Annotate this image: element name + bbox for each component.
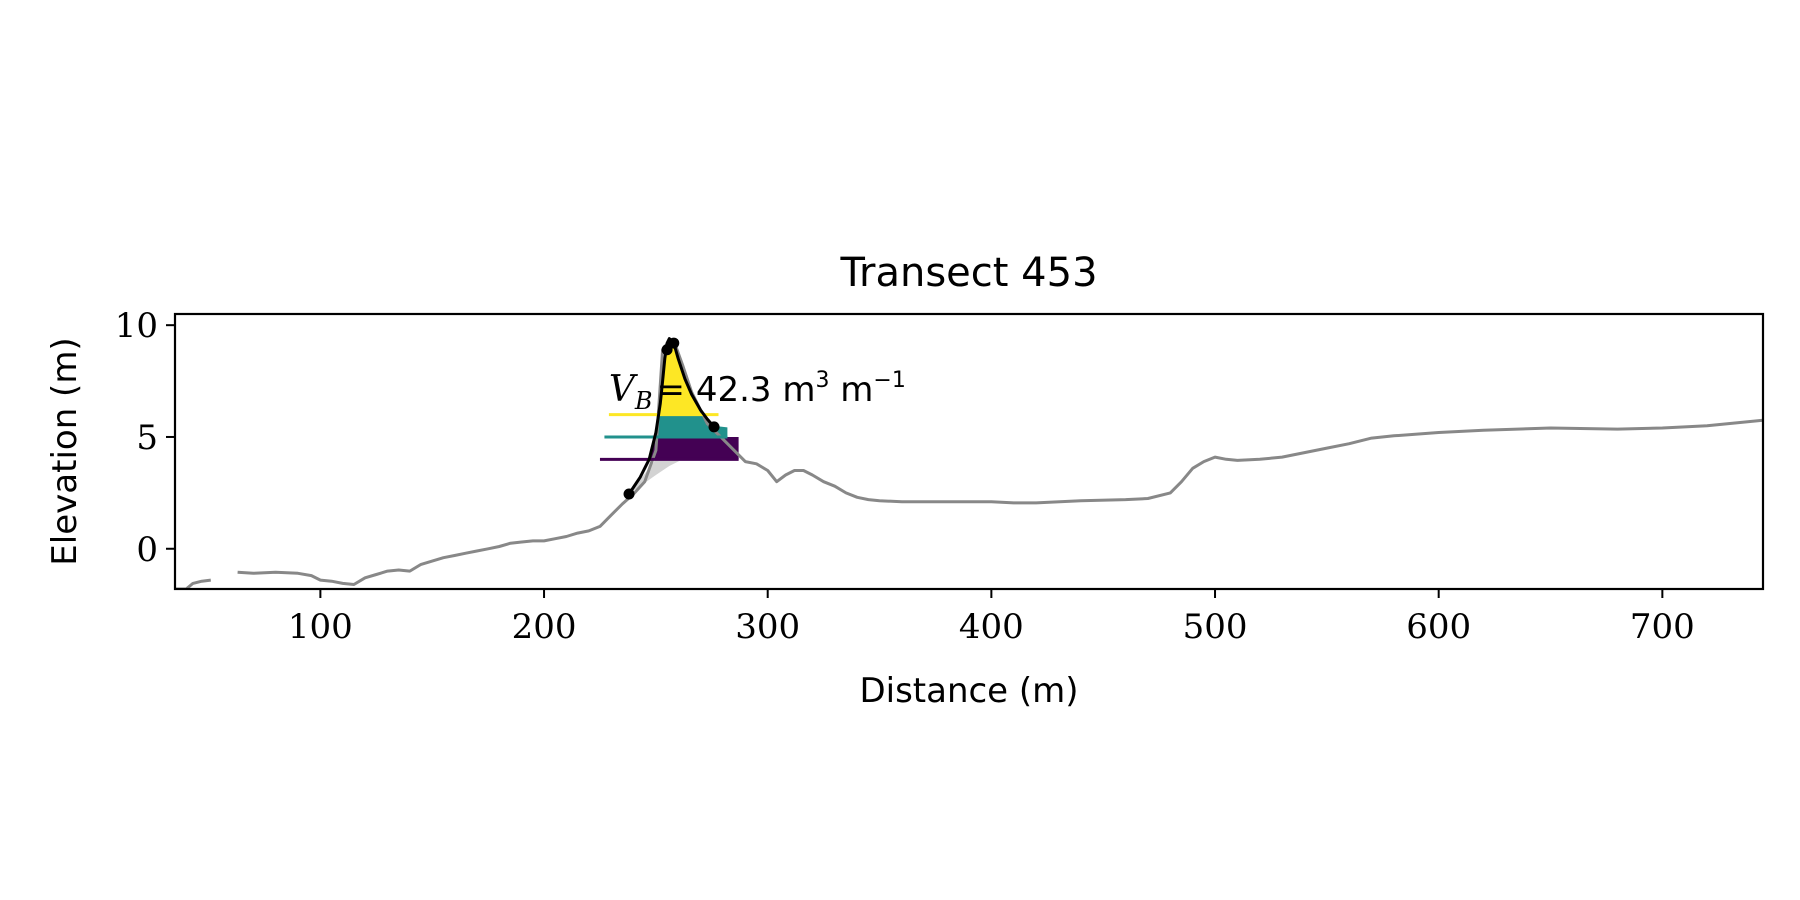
boundary-marker: [661, 344, 673, 356]
plot-content: [175, 337, 1763, 589]
volume-unit-exp-2: −1: [873, 368, 905, 393]
x-tick-label: 600: [1406, 607, 1471, 647]
volume-symbol: V: [609, 369, 639, 410]
boundary-marker: [623, 488, 635, 500]
lower-fill-region: [629, 459, 730, 494]
x-tick-label: 100: [288, 607, 353, 647]
x-tick-label: 200: [512, 607, 577, 647]
level-band-2: [654, 414, 728, 437]
level-band-1: [649, 437, 739, 460]
x-tick-label: 700: [1630, 607, 1695, 647]
volume-annotation: VB = 42.3 m3 m−1: [609, 368, 906, 415]
x-axis-label: Distance (m): [859, 671, 1078, 711]
chart-title: Transect 453: [839, 250, 1097, 296]
boundary-marker: [708, 421, 720, 433]
level-band-3: [658, 340, 704, 415]
profile-line-segment-1: [175, 578, 211, 589]
boundary-marker: [668, 337, 680, 349]
volume-unit-2: m: [829, 370, 873, 410]
y-axis-label: Elevation (m): [45, 337, 85, 565]
y-tick-label: 10: [115, 306, 158, 346]
plot-area: [175, 337, 1763, 589]
volume-subscript: B: [634, 387, 653, 415]
dune-boundary-line: [627, 337, 716, 495]
y-tick-label: 5: [136, 418, 158, 458]
plot-frame: [173, 312, 1765, 591]
x-tick-label: 300: [735, 607, 800, 647]
y-tick-label: 0: [136, 530, 158, 570]
axis-ticks: 100 200 300 400 500 600 700 0 5 10: [115, 306, 1695, 647]
profile-line-segment-2: [237, 339, 1763, 586]
volume-value: = 42.3 m: [657, 370, 816, 410]
volume-unit-exp-1: 3: [815, 368, 829, 393]
x-tick-label: 400: [959, 607, 1024, 647]
x-tick-label: 500: [1183, 607, 1248, 647]
